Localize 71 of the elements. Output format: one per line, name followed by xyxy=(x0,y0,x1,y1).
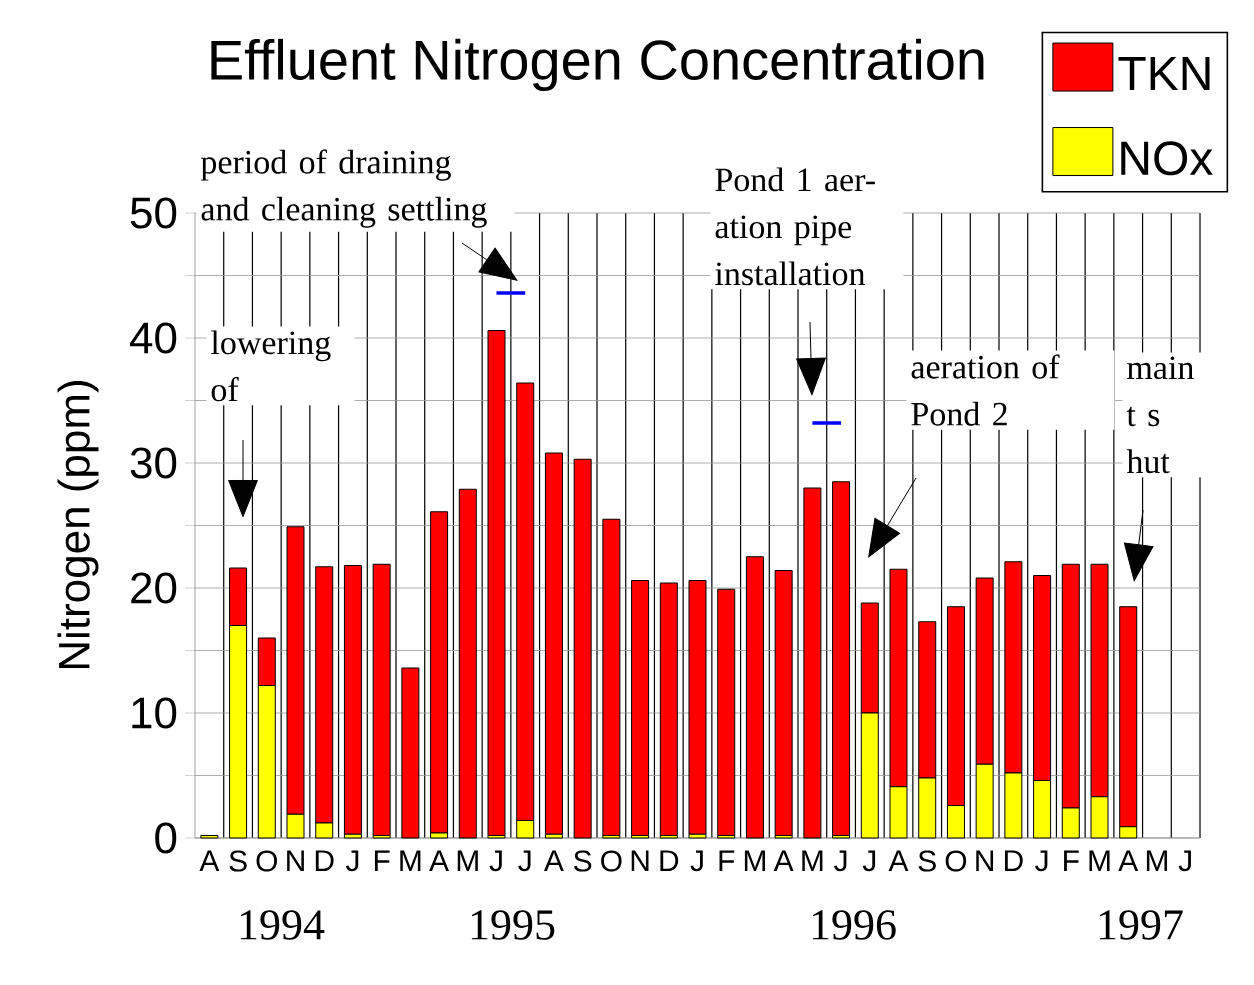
x-tick-label: D xyxy=(1005,850,1023,872)
bar xyxy=(573,458,592,839)
bar xyxy=(458,488,477,839)
annotation: Pond 1 aer-ation pipe installation xyxy=(715,167,875,286)
text: 1997 xyxy=(1099,910,1183,940)
bar xyxy=(200,835,219,839)
x-tick-label: D xyxy=(315,850,334,872)
y-tick-label: 10 xyxy=(132,697,177,729)
x-tick-label: N xyxy=(976,850,994,872)
x-tick-label: O xyxy=(601,850,622,872)
x-tick-label: A xyxy=(429,850,450,872)
x-tick-label: J xyxy=(489,850,502,872)
x-tick-label: N xyxy=(631,850,649,872)
x-tick-label: M xyxy=(1089,850,1110,872)
bar xyxy=(544,452,563,835)
x-tick-label: J xyxy=(862,850,876,872)
text: 1995 xyxy=(471,910,555,940)
bar xyxy=(688,580,707,835)
x-tick-label: A xyxy=(1118,850,1139,872)
y-tick-label: 0 xyxy=(155,822,177,854)
x-tick-label: M xyxy=(744,850,765,872)
annotation: main t s hut xyxy=(1126,356,1194,474)
x-tick-label: F xyxy=(1064,850,1079,872)
bar xyxy=(745,556,764,839)
x-tick-label: S xyxy=(574,850,592,872)
x-tick-label: J xyxy=(518,850,531,872)
x-tick-label: S xyxy=(229,850,247,872)
x-tick-label: M xyxy=(802,850,823,872)
x-tick-label: M xyxy=(1146,850,1167,872)
y-tick-label: 50 xyxy=(130,197,177,229)
x-tick-label: M xyxy=(400,850,421,872)
bar xyxy=(343,565,362,835)
annotation: lowering of xyxy=(211,330,331,402)
x-tick-label: J xyxy=(1178,850,1191,872)
x-tick-label: S xyxy=(918,850,936,872)
x-tick-label: O xyxy=(945,850,967,872)
y-tick-label: 40 xyxy=(130,322,177,354)
text: 1996 xyxy=(812,910,896,940)
bar xyxy=(717,588,736,836)
x-tick-label: M xyxy=(457,850,478,872)
x-tick-label: D xyxy=(660,850,679,872)
x-tick-label: J xyxy=(345,850,359,872)
annotation: period of draining and cleaning settling xyxy=(200,149,487,228)
bar xyxy=(774,570,793,836)
x-tick-label: A xyxy=(888,850,909,872)
x-tick-label: F xyxy=(719,850,735,872)
legend-label: NOx xyxy=(1121,141,1213,176)
y-tick-label: 20 xyxy=(131,572,177,604)
bar xyxy=(659,582,678,836)
bar xyxy=(602,518,621,836)
text: 1994 xyxy=(240,910,325,940)
y-tick-label: 30 xyxy=(130,447,177,479)
x-tick-label: J xyxy=(834,850,847,872)
x-tick-label: A xyxy=(543,850,564,872)
x-tick-label: A xyxy=(199,850,220,872)
y-axis-title: Nitrogen (ppm) xyxy=(57,381,99,669)
bar xyxy=(372,563,391,836)
legend-label: TKN xyxy=(1118,57,1210,91)
x-tick-label: J xyxy=(1035,850,1048,872)
bar xyxy=(631,580,650,836)
chart-title: Effluent Nitrogen Concentration xyxy=(211,38,984,92)
bar xyxy=(487,330,506,836)
x-tick-label: A xyxy=(773,850,794,872)
x-tick-label: O xyxy=(256,850,278,872)
x-tick-label: F xyxy=(374,850,390,872)
annotation: aeration of Pond 2 xyxy=(911,354,1060,426)
bar xyxy=(803,487,822,839)
bar xyxy=(401,667,420,839)
x-tick-label: N xyxy=(287,850,304,872)
x-tick-label: J xyxy=(690,850,703,872)
bar xyxy=(832,481,851,836)
